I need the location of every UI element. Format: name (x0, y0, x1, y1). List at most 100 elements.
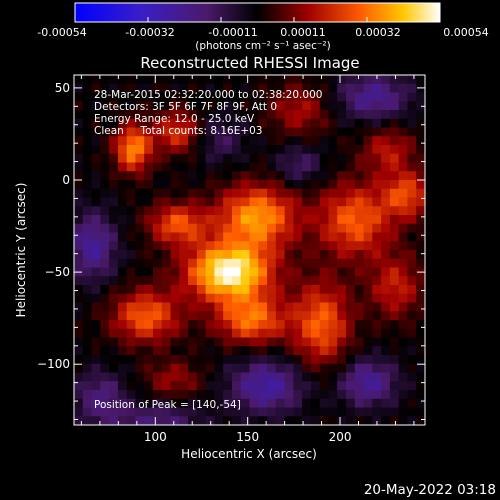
heatmap-cell (214, 276, 224, 286)
heatmap-cell (144, 285, 154, 295)
heatmap-cell (214, 197, 224, 207)
heatmap-cell (196, 285, 207, 295)
heatmap-cell (284, 118, 294, 129)
heatmap-cell (346, 101, 356, 111)
heatmap-cell (109, 302, 119, 312)
heatmap-cell (337, 110, 347, 120)
heatmap-cell (267, 180, 277, 190)
heatmap-cell (416, 197, 425, 207)
heatmap-cell (310, 355, 321, 365)
heatmap-cell (144, 171, 154, 181)
heatmap-cell (275, 75, 286, 85)
heatmap-cell (161, 285, 172, 295)
heatmap-cell (258, 250, 268, 260)
heatmap-cell (82, 250, 93, 260)
heatmap-cell (214, 83, 224, 94)
heatmap-cell (214, 381, 224, 391)
heatmap-cell (284, 355, 294, 365)
heatmap-cell (117, 276, 128, 286)
heatmap-cell (302, 83, 312, 94)
heatmap-cell (249, 390, 259, 400)
heatmap-cell (258, 127, 268, 137)
heatmap-cell (275, 83, 286, 94)
heatmap-cell (346, 363, 356, 374)
heatmap-cell (389, 416, 400, 425)
heatmap-cell (249, 250, 259, 260)
y-tick-label: 50 (55, 81, 70, 95)
heatmap-cell (337, 276, 347, 286)
heatmap-cell (337, 162, 347, 172)
heatmap-cell (293, 215, 303, 225)
heatmap-cell (293, 372, 303, 382)
heatmap-cell (346, 188, 356, 199)
heatmap-cell (398, 171, 409, 181)
heatmap-cell (74, 215, 84, 225)
heatmap-cell (231, 197, 242, 207)
heatmap-cell (161, 127, 172, 137)
heatmap-cell (346, 136, 356, 146)
heatmap-cell (284, 110, 294, 120)
heatmap-cell (310, 206, 321, 216)
heatmap-cell (126, 293, 137, 304)
heatmap-cell (135, 75, 145, 85)
heatmap-cell (381, 101, 391, 111)
heatmap-cell (337, 153, 347, 164)
heatmap-cell (381, 136, 391, 146)
heatmap-cell (275, 267, 286, 277)
heatmap-cell (126, 171, 137, 181)
heatmap-cell (214, 398, 224, 409)
heatmap-cell (170, 145, 180, 155)
heatmap-cell (161, 320, 172, 330)
heatmap-cell (240, 302, 251, 312)
heatmap-cell (240, 381, 251, 391)
heatmap-cell (231, 127, 242, 137)
heatmap-cell (354, 197, 365, 207)
heatmap-cell (319, 390, 330, 400)
heatmap-cell (240, 285, 251, 295)
heatmap-cell (161, 407, 172, 417)
heatmap-cell (179, 346, 189, 356)
heatmap-cell (275, 293, 286, 304)
heatmap-cell (126, 180, 137, 190)
heatmap-cell (144, 75, 154, 85)
heatmap-cell (398, 355, 409, 365)
heatmap-cell (372, 223, 382, 234)
heatmap-cell (214, 285, 224, 295)
heatmap-cell (223, 337, 233, 347)
heatmap-cell (381, 416, 391, 425)
heatmap-cell (82, 101, 93, 111)
heatmap-cell (74, 118, 84, 129)
heatmap-cell (258, 302, 268, 312)
heatmap-cell (205, 250, 216, 260)
heatmap-cell (416, 206, 425, 216)
heatmap-cell (354, 180, 365, 190)
heatmap-cell (240, 337, 251, 347)
heatmap-cell (205, 188, 216, 199)
heatmap-cell (82, 293, 93, 304)
heatmap-cell (328, 83, 338, 94)
heatmap-cell (196, 372, 207, 382)
heatmap-cell (258, 390, 268, 400)
heatmap-cell (284, 145, 294, 155)
heatmap-cell (179, 372, 189, 382)
heatmap-cell (363, 232, 373, 242)
heatmap-cell (240, 215, 251, 225)
heatmap-cell (144, 346, 154, 356)
heatmap-cell (389, 346, 400, 356)
heatmap-cell (284, 346, 294, 356)
heatmap-cell (319, 416, 330, 425)
heatmap-cell (328, 390, 338, 400)
x-tick-label: 150 (236, 430, 259, 444)
heatmap-cell (337, 328, 347, 339)
heatmap-cell (91, 153, 101, 164)
heatmap-cell (117, 337, 128, 347)
heatmap-cell (354, 92, 365, 102)
heatmap-cell (82, 223, 93, 234)
heatmap-cell (223, 346, 233, 356)
heatmap-cell (214, 250, 224, 260)
heatmap-cell (161, 293, 172, 304)
heatmap-cell (275, 180, 286, 190)
heatmap-cell (170, 232, 180, 242)
heatmap-cell (240, 241, 251, 251)
heatmap-cell (267, 363, 277, 374)
